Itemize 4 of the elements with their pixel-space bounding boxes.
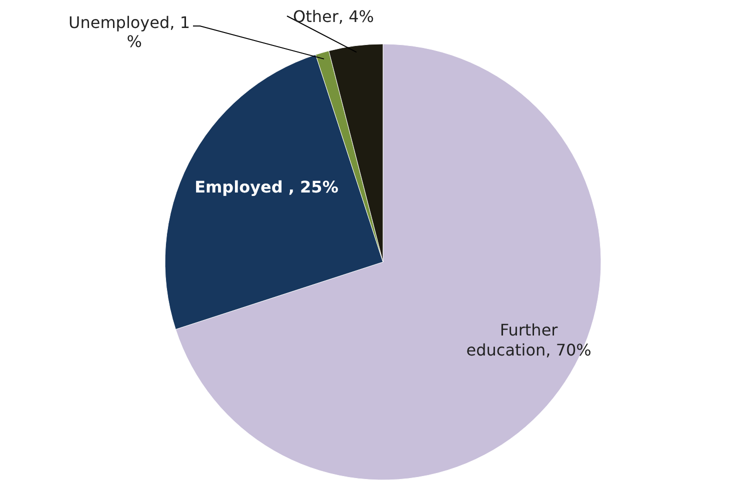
slice-label: Other, 4% bbox=[293, 7, 374, 26]
slice-label: Unemployed, 1 % bbox=[68, 13, 190, 52]
slice-label: Further education, 70% bbox=[466, 320, 592, 360]
slice-label: Employed , 25% bbox=[194, 178, 338, 197]
